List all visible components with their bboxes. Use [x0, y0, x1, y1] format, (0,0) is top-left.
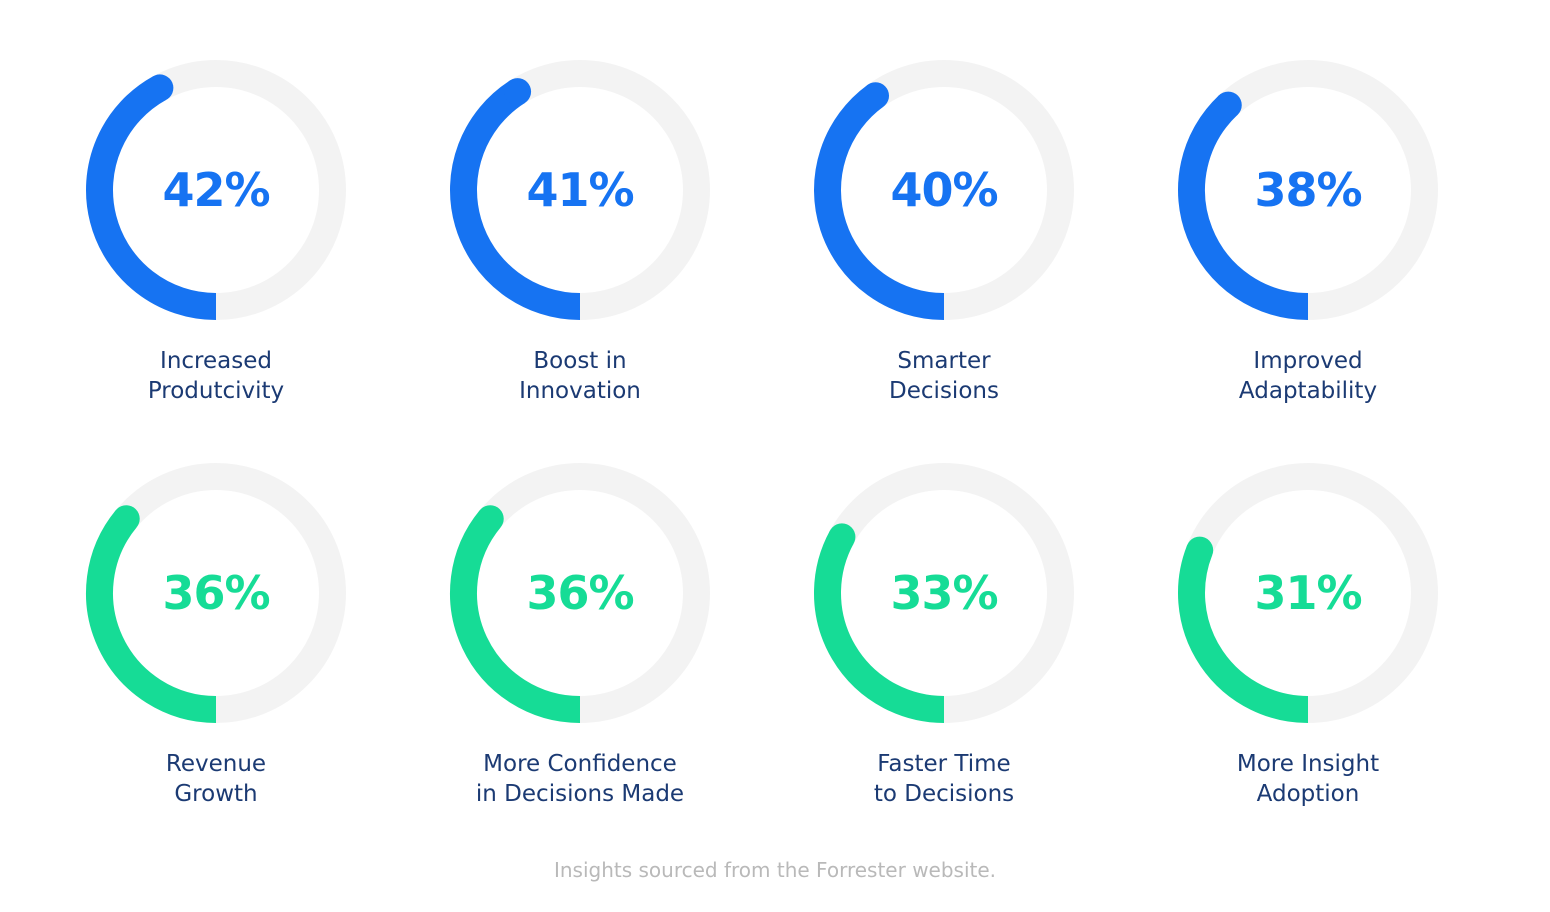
- percent-value: 40%: [890, 163, 998, 217]
- metric-label-line: Improved: [1253, 348, 1363, 374]
- donut-arc-cap: [828, 523, 856, 551]
- metric-label-line: More Insight: [1236, 751, 1380, 777]
- donut-ring: [86, 463, 346, 723]
- donut-arc-cap: [476, 505, 504, 533]
- donut-value-arc: [1178, 95, 1309, 320]
- donut-item: 41% Boost in Innovation: [410, 60, 750, 460]
- metric-label-line: Adaptability: [1238, 378, 1378, 404]
- metric-label-line: Decisions: [889, 378, 999, 404]
- donut-item: 36% More Confidence in Decisions Made: [410, 463, 750, 863]
- metric-label: Smarter Decisions: [774, 346, 1114, 406]
- metric-label-line: to Decisions: [873, 781, 1015, 807]
- metric-label-line: Boost in: [533, 348, 627, 374]
- donut-ring: [86, 60, 346, 320]
- donut-arc-cap: [146, 74, 174, 102]
- donut-value-arc: [814, 84, 945, 320]
- donut-item: 40% Smarter Decisions: [774, 60, 1114, 460]
- metric-label-line: in Decisions Made: [475, 781, 685, 807]
- percent-value: 33%: [890, 566, 998, 620]
- metric-label-line: Smarter: [897, 348, 991, 374]
- donut-arc-cap: [862, 82, 890, 110]
- donut-item: 42% Increased Produtcivity: [46, 60, 386, 460]
- donut-value-arc: [1178, 545, 1309, 723]
- donut-arc-cap: [1214, 91, 1242, 119]
- donut-item: 33% Faster Time to Decisions: [774, 463, 1114, 863]
- metric-label: Boost in Innovation: [410, 346, 750, 406]
- percent-value: 38%: [1254, 163, 1362, 217]
- donut-value-arc: [86, 76, 217, 320]
- metric-label-line: Produtcivity: [147, 378, 285, 404]
- metric-label: Revenue Growth: [46, 749, 386, 809]
- donut-value-arc: [814, 530, 945, 723]
- metric-label-line: Revenue: [165, 751, 267, 777]
- donut-arc-cap: [504, 78, 532, 106]
- metric-label: Improved Adaptability: [1138, 346, 1478, 406]
- metric-label-line: Growth: [174, 781, 258, 807]
- percent-value: 41%: [526, 163, 634, 217]
- donut-value-arc: [450, 510, 581, 723]
- metric-label: Increased Produtcivity: [46, 346, 386, 406]
- metric-label: More Confidence in Decisions Made: [410, 749, 750, 809]
- donut-value-arc: [86, 510, 217, 723]
- percent-value: 42%: [162, 163, 270, 217]
- donut-ring: [1178, 463, 1438, 723]
- percent-value: 36%: [526, 566, 634, 620]
- metric-label-line: Faster Time: [877, 751, 1011, 777]
- metric-label-line: Increased: [160, 348, 272, 374]
- donut-ring: [814, 463, 1074, 723]
- percent-value: 31%: [1254, 566, 1362, 620]
- metric-label-line: Innovation: [519, 378, 641, 404]
- donut-item: 38% Improved Adaptability: [1138, 60, 1478, 460]
- donut-arc-cap: [1186, 536, 1214, 564]
- donut-item: 31% More Insight Adoption: [1138, 463, 1478, 863]
- metric-label-line: Adoption: [1256, 781, 1360, 807]
- donut-chart-grid: 42% Increased Produtcivity 41% Boost in Innov…: [46, 60, 1478, 863]
- donut-value-arc: [450, 80, 581, 320]
- donut-ring: [450, 463, 710, 723]
- donut-ring: [450, 60, 710, 320]
- percent-value: 36%: [162, 566, 270, 620]
- metric-label: Faster Time to Decisions: [774, 749, 1114, 809]
- donut-ring: [814, 60, 1074, 320]
- metric-label: More Insight Adoption: [1138, 749, 1478, 809]
- donut-ring: [1178, 60, 1438, 320]
- donut-arc-cap: [112, 505, 140, 533]
- metric-label-line: More Confidence: [483, 751, 677, 777]
- donut-item: 36% Revenue Growth: [46, 463, 386, 863]
- source-footnote: Insights sourced from the Forrester webs…: [553, 858, 997, 882]
